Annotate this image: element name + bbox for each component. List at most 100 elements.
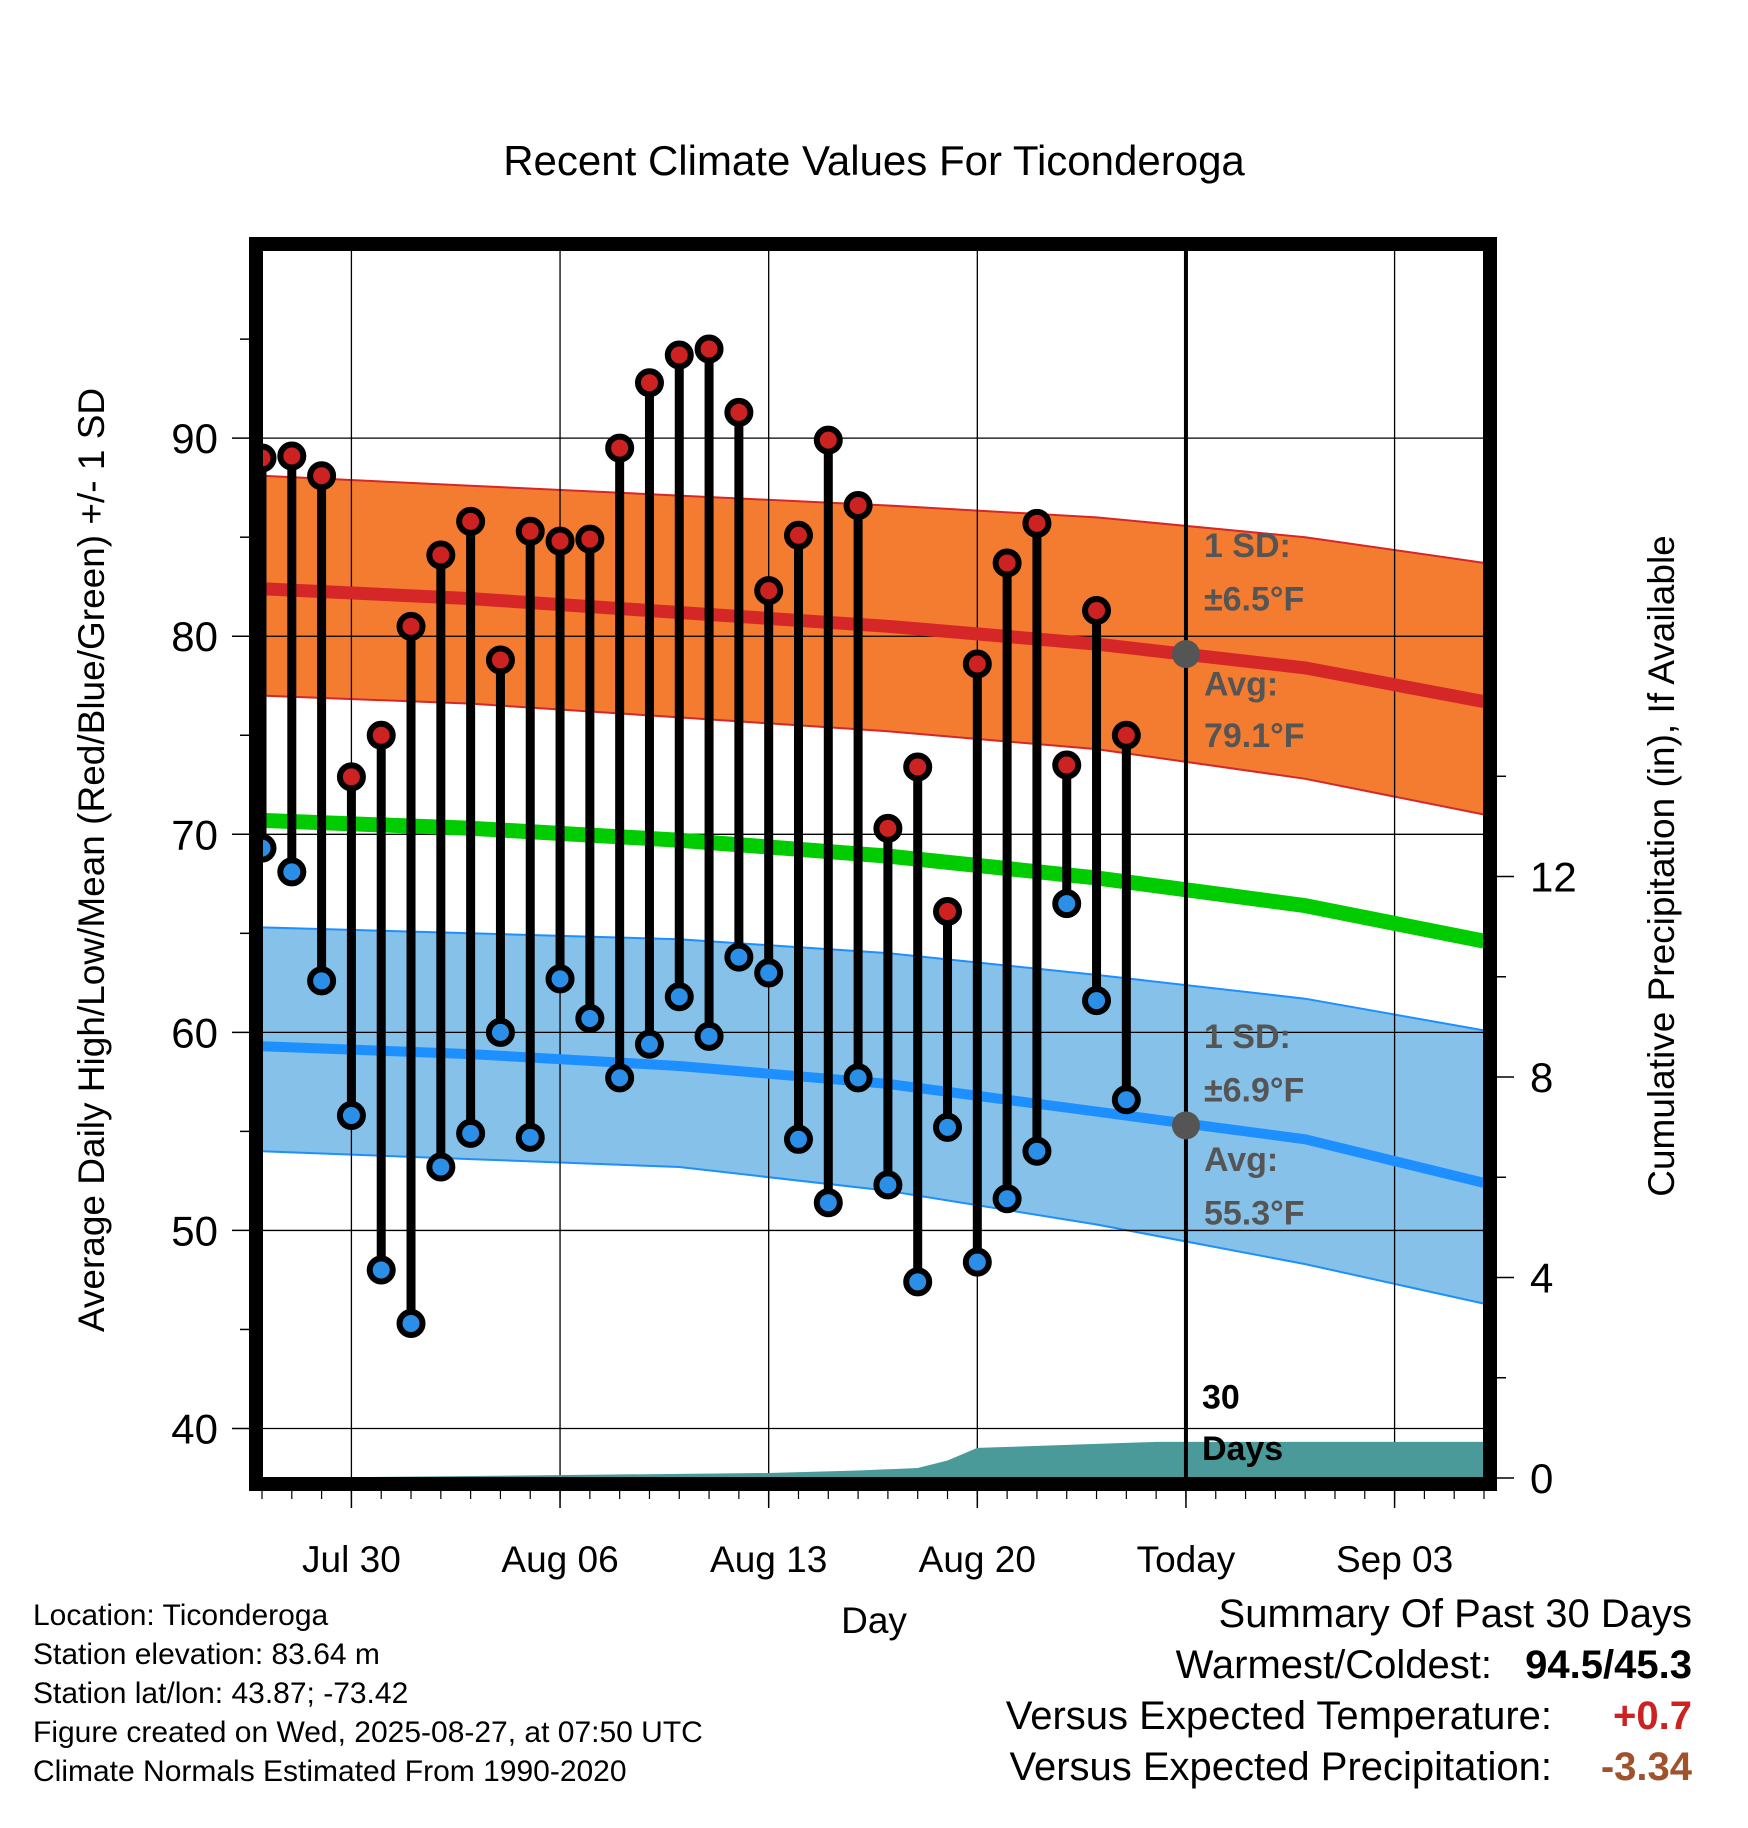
y-left-tick-label: 90: [171, 415, 218, 462]
daily-high-marker: [366, 720, 396, 750]
high-sd-value: ±6.5°F: [1204, 580, 1304, 618]
daily-low-marker: [664, 982, 694, 1012]
warmest-value: 94.5/45.3: [1525, 1643, 1692, 1687]
low-sd-band: [262, 927, 1484, 1304]
x-tick-label: Today: [1137, 1539, 1236, 1580]
y-left-tick-label: 70: [171, 811, 218, 858]
daily-high-marker: [813, 425, 843, 455]
daily-high-marker: [664, 340, 694, 370]
y-right-tick-label: 12: [1530, 854, 1577, 901]
precip-value: -3.34: [1600, 1745, 1692, 1789]
daily-high-marker: [634, 368, 664, 398]
window-label-number: 30: [1202, 1379, 1240, 1417]
precipitation-area: [262, 1441, 1484, 1478]
daily-high-marker: [724, 397, 754, 427]
plot-area: 1 SD: ±6.5°F Avg: 79.1°F 1 SD: ±6.9°F Avg: 55.3…: [171, 0, 1577, 1580]
summary-panel: Summary Of Past 30 Days Warmest/Coldest:…: [792, 1589, 1692, 1793]
y-axis-left-label: Average Daily High/Low/Mean (Red/Blue/Gr…: [71, 388, 112, 1332]
elevation-text: Station elevation: 83.64 m: [33, 1638, 380, 1671]
plot-background: [262, 250, 1484, 1478]
daily-high-marker: [545, 526, 575, 556]
daily-low-marker: [694, 1021, 724, 1051]
daily-high-marker: [903, 752, 933, 782]
daily-high-marker: [1111, 720, 1141, 750]
normals-text: Climate Normals Estimated From 1990-2020: [33, 1755, 627, 1788]
location-text: Location: Ticonderoga: [33, 1599, 329, 1632]
y-right-tick-label: 4: [1530, 1255, 1553, 1302]
low-sd-label: 1 SD:: [1204, 1018, 1291, 1056]
x-tick-label: Sep 03: [1336, 1539, 1453, 1580]
y-left-tick-label: 40: [171, 1405, 218, 1452]
x-axis-label: Day: [841, 1600, 907, 1641]
daily-low-marker: [575, 1003, 605, 1033]
daily-high-marker: [336, 762, 366, 792]
daily-high-marker: [1052, 750, 1082, 780]
daily-low-marker: [307, 966, 337, 996]
daily-high-marker: [694, 334, 724, 364]
daily-low-marker: [724, 942, 754, 972]
daily-low-marker: [605, 1063, 635, 1093]
daily-low-marker: [873, 1170, 903, 1200]
low-avg-value: 55.3°F: [1204, 1194, 1305, 1232]
daily-high-marker: [515, 516, 545, 546]
daily-high-marker: [485, 645, 515, 675]
daily-high-marker: [307, 461, 337, 491]
high-avg-label: Avg:: [1204, 666, 1278, 704]
y-right-tick-label: 8: [1530, 1054, 1553, 1101]
daily-low-marker: [634, 1029, 664, 1059]
daily-high-marker: [277, 441, 307, 471]
daily-low-marker: [426, 1152, 456, 1182]
plot-content: [262, 0, 1484, 1478]
daily-low-marker: [1145, 0, 1168, 12]
x-tick-label: Aug 13: [710, 1539, 827, 1580]
daily-low-marker: [262, 833, 277, 863]
y-left-tick-label: 80: [171, 613, 218, 660]
summary-title: Summary Of Past 30 Days: [1218, 1592, 1692, 1636]
daily-low-marker: [515, 1122, 545, 1152]
temp-row: Versus Expected Temperature: +0.7: [792, 1691, 1692, 1742]
daily-low-marker: [933, 1112, 963, 1142]
y-left-tick-label: 60: [171, 1009, 218, 1056]
x-tick-label: Aug 20: [919, 1539, 1036, 1580]
daily-low-marker: [962, 1247, 992, 1277]
daily-high-marker: [575, 524, 605, 554]
daily-low-marker: [456, 1118, 486, 1148]
daily-low-marker: [366, 1255, 396, 1285]
latlon-text: Station lat/lon: 43.87; -73.42: [33, 1677, 409, 1710]
temp-label: Versus Expected Temperature:: [1005, 1694, 1552, 1738]
daily-high-marker: [843, 491, 873, 521]
high-sd-band: [262, 475, 1484, 815]
x-tick-label: Jul 30: [302, 1539, 401, 1580]
station-info: Location: Ticonderoga Station elevation:…: [33, 1596, 703, 1791]
low-sd-value: ±6.9°F: [1204, 1072, 1304, 1110]
y-axis-right-label: Cumulative Precipitation (in), If Availa…: [1641, 535, 1682, 1197]
daily-low-marker: [336, 1101, 366, 1131]
daily-high-marker: [933, 897, 963, 927]
daily-high-marker: [396, 611, 426, 641]
daily-low-marker: [277, 857, 307, 887]
precip-row: Versus Expected Precipitation: -3.34: [792, 1742, 1692, 1793]
today-low-avg-marker: [1171, 1111, 1200, 1140]
warmest-label: Warmest/Coldest:: [1175, 1643, 1492, 1687]
y-right-tick-label: 0: [1530, 1455, 1553, 1502]
plot-frame: [249, 237, 1497, 1491]
daily-high-marker: [426, 540, 456, 570]
daily-low-marker: [813, 1188, 843, 1218]
daily-low-marker: [1052, 889, 1082, 919]
daily-high-marker: [1022, 508, 1052, 538]
high-sd-upper-line: [262, 474, 1484, 564]
daily-low-marker: [903, 1267, 933, 1297]
today-high-avg-marker: [1171, 640, 1200, 669]
created-text: Figure created on Wed, 2025-08-27, at 07…: [33, 1716, 703, 1749]
daily-low-marker: [1111, 1085, 1141, 1115]
precip-label: Versus Expected Precipitation:: [1009, 1745, 1552, 1789]
daily-low-marker: [485, 1017, 515, 1047]
daily-low-marker: [843, 1063, 873, 1093]
daily-high-marker: [456, 506, 486, 536]
daily-high-marker: [1082, 595, 1112, 625]
chart-title: Recent Climate Values For Ticonderoga: [503, 137, 1245, 184]
temp-value: +0.7: [1613, 1694, 1692, 1738]
daily-low-marker: [783, 1124, 813, 1154]
warmest-row: Warmest/Coldest: 94.5/45.3: [792, 1640, 1692, 1691]
